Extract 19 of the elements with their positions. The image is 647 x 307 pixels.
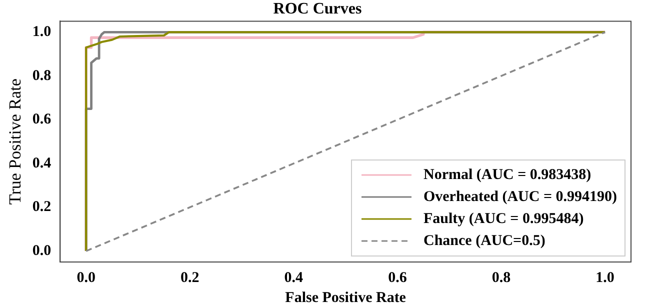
x-tick-label: 0.6 [388, 270, 408, 286]
x-tick-label: 0.8 [492, 270, 511, 286]
chart-title: ROC Curves [273, 0, 362, 18]
y-tick-label: 0.6 [32, 112, 52, 128]
legend-label: Faulty (AUC = 0.995484) [423, 210, 584, 227]
x-tick-label: 1.0 [596, 270, 614, 286]
y-tick-label: 0.8 [32, 68, 52, 84]
y-tick-label: 0.4 [32, 155, 52, 172]
legend-label: Normal (AUC = 0.983438) [423, 166, 592, 183]
y-tick-label: 1.0 [32, 24, 52, 40]
y-tick-label: 0.2 [32, 199, 52, 216]
x-tick-label: 0.2 [180, 270, 200, 286]
legend-label: Chance (AUC=0.5) [423, 232, 546, 249]
y-axis-title: True Positive Rate [6, 78, 25, 205]
y-tick-label: 0.0 [32, 242, 52, 259]
x-tick-label: 0.0 [76, 270, 96, 286]
x-tick-label: 0.4 [284, 270, 304, 286]
x-axis-title: False Positive Rate [285, 290, 406, 306]
legend-label: Overheated (AUC = 0.994190) [423, 188, 618, 205]
